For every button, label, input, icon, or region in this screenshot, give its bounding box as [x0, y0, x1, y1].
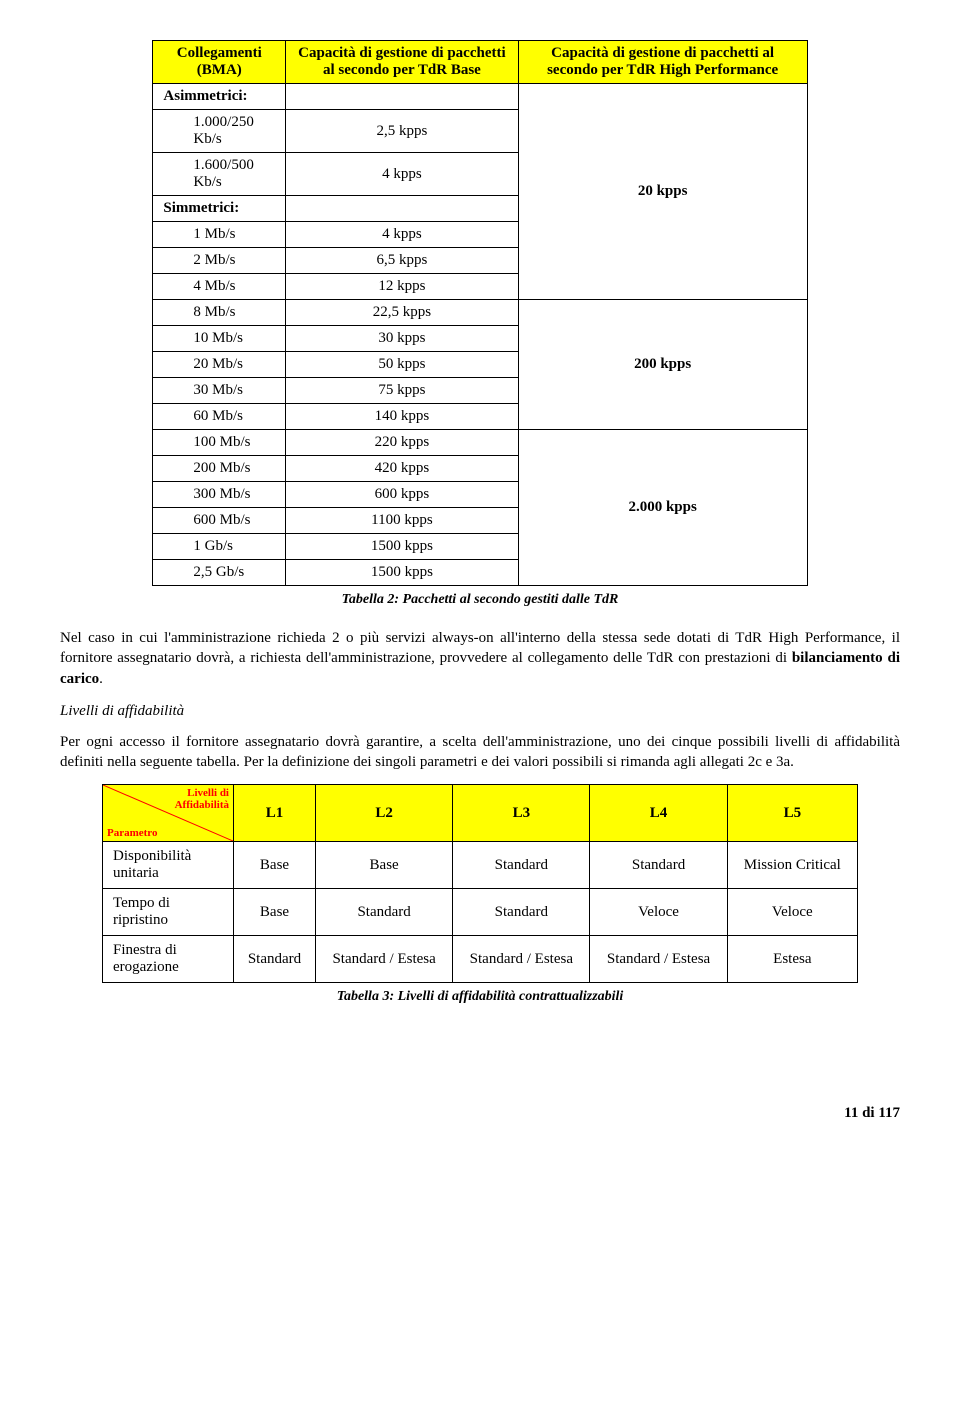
t1-r7-label: 10 Mb/s [153, 326, 286, 352]
t1-r9-val: 75 kpps [286, 378, 519, 404]
t1-r6-label: 8 Mb/s [153, 300, 286, 326]
t2-col-3: L4 [590, 785, 727, 842]
t1-r7-val: 30 kpps [286, 326, 519, 352]
table-row: Disponibilità unitaria Base Base Standar… [103, 842, 858, 889]
t1-header-0: Collegamenti (BMA) [153, 41, 286, 84]
diag-top-label: Livelli diAffidabilità [175, 787, 229, 811]
t1-r1-label: 1.000/250 Kb/s [153, 110, 286, 153]
t1-r1-val: 2,5 kpps [286, 110, 519, 153]
t2-col-2: L3 [453, 785, 590, 842]
t2-diag-header: Livelli diAffidabilità Parametro [103, 785, 234, 842]
t1-r3-val: 4 kpps [286, 222, 519, 248]
section-asimmetrici: Asimmetrici: [153, 84, 286, 110]
t1-r10-val: 140 kpps [286, 404, 519, 430]
t1-r16-val: 1500 kpps [286, 560, 519, 586]
t1-r10-label: 60 Mb/s [153, 404, 286, 430]
t2-col-0: L1 [234, 785, 316, 842]
t1-r9-label: 30 Mb/s [153, 378, 286, 404]
group-20kpps: 20 kpps [518, 84, 807, 300]
t1-r13-val: 600 kpps [286, 482, 519, 508]
t1-r13-label: 300 Mb/s [153, 482, 286, 508]
t1-r2-label: 1.600/500 Kb/s [153, 153, 286, 196]
t1-header-1: Capacità di gestione di pacchetti al sec… [286, 41, 519, 84]
t1-r14-label: 600 Mb/s [153, 508, 286, 534]
t2-col-1: L2 [316, 785, 453, 842]
section-simmetrici: Simmetrici: [153, 196, 286, 222]
t1-r8-label: 20 Mb/s [153, 352, 286, 378]
group-200kpps: 200 kpps [518, 300, 807, 430]
packet-capacity-table: Collegamenti (BMA) Capacità di gestione … [152, 40, 807, 586]
t1-r11-val: 220 kpps [286, 430, 519, 456]
t1-r4-label: 2 Mb/s [153, 248, 286, 274]
reliability-levels-table: Livelli diAffidabilità Parametro L1 L2 L… [102, 784, 858, 983]
t1-r3-label: 1 Mb/s [153, 222, 286, 248]
t1-r5-val: 12 kpps [286, 274, 519, 300]
table1-caption: Tabella 2: Pacchetti al secondo gestiti … [60, 592, 900, 608]
t1-header-2: Capacità di gestione di pacchetti al sec… [518, 41, 807, 84]
paragraph-1: Nel caso in cui l'amministrazione richie… [60, 628, 900, 689]
diag-bot-label: Parametro [107, 827, 158, 839]
t1-r4-val: 6,5 kpps [286, 248, 519, 274]
page-number: 11 di 117 [60, 1105, 900, 1122]
table-row: Finestra di erogazione Standard Standard… [103, 936, 858, 983]
t1-r8-val: 50 kpps [286, 352, 519, 378]
group-2000kpps: 2.000 kpps [518, 430, 807, 586]
t1-r11-label: 100 Mb/s [153, 430, 286, 456]
t1-r6-val: 22,5 kpps [286, 300, 519, 326]
table2-caption: Tabella 3: Livelli di affidabilità contr… [60, 989, 900, 1005]
t1-r14-val: 1100 kpps [286, 508, 519, 534]
t1-r15-label: 1 Gb/s [153, 534, 286, 560]
paragraph-2: Per ogni accesso il fornitore assegnatar… [60, 732, 900, 773]
t1-r2-val: 4 kpps [286, 153, 519, 196]
t1-r12-val: 420 kpps [286, 456, 519, 482]
heading-livelli: Livelli di affidabilità [60, 703, 900, 720]
t1-r12-label: 200 Mb/s [153, 456, 286, 482]
t2-col-4: L5 [727, 785, 857, 842]
t1-r16-label: 2,5 Gb/s [153, 560, 286, 586]
t1-r5-label: 4 Mb/s [153, 274, 286, 300]
table-row: Tempo di ripristino Base Standard Standa… [103, 889, 858, 936]
t1-r15-val: 1500 kpps [286, 534, 519, 560]
